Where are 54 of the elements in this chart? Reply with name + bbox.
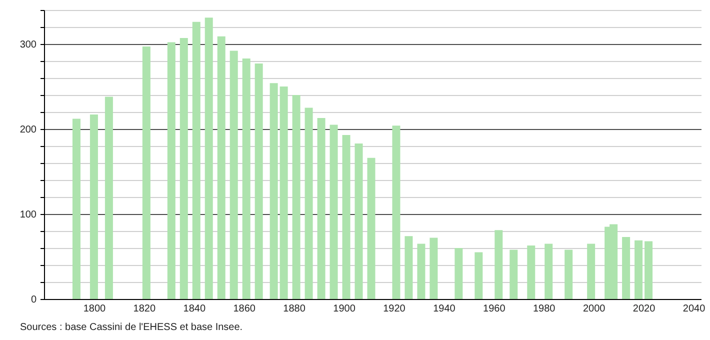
y-tick-label: 200 (20, 124, 37, 136)
x-tick-label: 1920 (383, 304, 406, 314)
bar (72, 118, 80, 299)
bar (270, 83, 278, 299)
bar (304, 108, 313, 299)
bar (242, 58, 250, 299)
bar (104, 96, 113, 299)
bar (142, 46, 150, 299)
y-tick-label: 300 (20, 40, 37, 50)
x-tick-label: 1820 (133, 304, 156, 314)
x-tick-label: 1840 (183, 304, 206, 314)
y-tick-label: 0 (30, 294, 37, 306)
bar (367, 158, 376, 299)
bar (90, 114, 98, 299)
bar (404, 236, 413, 299)
bar (494, 230, 503, 299)
bar (317, 118, 326, 299)
bar (354, 143, 363, 299)
bar (417, 244, 426, 299)
x-tick-label: 1800 (83, 304, 106, 314)
bar (430, 238, 438, 299)
x-tick-label: 2000 (582, 304, 606, 314)
x-tick-label: 1940 (433, 304, 456, 314)
y-tick-label: 100 (20, 210, 37, 220)
bar (254, 64, 263, 299)
x-tick-label: 2020 (632, 304, 656, 314)
bar (292, 95, 300, 299)
bar (280, 86, 288, 299)
x-tick-label: 1900 (333, 304, 356, 314)
bar (634, 240, 643, 299)
bar (192, 22, 200, 299)
bar (330, 124, 338, 299)
x-tick-label: 1880 (283, 304, 306, 314)
bar (204, 18, 213, 299)
x-tick-label: 1980 (532, 304, 556, 314)
bar (217, 36, 226, 299)
bar (180, 38, 188, 299)
bar (342, 134, 350, 299)
bar (564, 250, 573, 299)
bar (622, 236, 630, 299)
x-tick-label: 1860 (233, 304, 256, 314)
bar (230, 50, 238, 299)
bar (167, 42, 176, 299)
bar (587, 244, 596, 299)
bar (454, 248, 463, 299)
bar (510, 250, 518, 299)
bar (544, 244, 553, 299)
x-tick-label: 2040 (682, 304, 706, 314)
source-note: Sources : base Cassini de l'EHESS et base Insee. (20, 322, 243, 333)
bar (527, 245, 536, 299)
bar (392, 126, 400, 299)
x-tick-label: 1960 (483, 304, 506, 314)
bar (474, 252, 483, 299)
bar (644, 241, 653, 299)
